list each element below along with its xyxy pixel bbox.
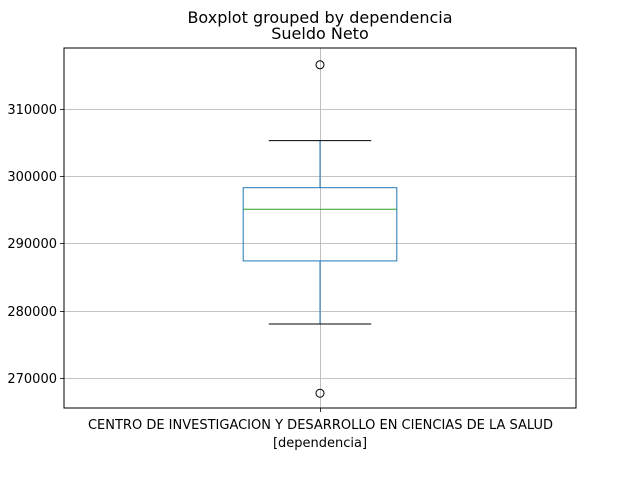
axes-title: Sueldo Neto — [271, 24, 369, 43]
x-axis-label: [dependencia] — [273, 436, 367, 451]
plot-frame — [63, 47, 577, 409]
figure-suptitle: Boxplot grouped by dependencia — [187, 8, 453, 27]
box-series — [242, 60, 398, 398]
outlier-point — [315, 388, 325, 398]
x-tick-label: CENTRO DE INVESTIGACION Y DESARROLLO EN … — [88, 418, 553, 433]
outlier-point — [315, 60, 325, 70]
grid-lines — [64, 48, 576, 408]
y-tick-label: 280000 — [7, 305, 57, 320]
axis-ticks: 270000 280000 290000 300000 310000 CENTRO DE … — [7, 103, 553, 433]
y-tick-label: 290000 — [7, 237, 57, 252]
y-tick-label: 270000 — [7, 372, 57, 387]
y-tick-label: 300000 — [7, 170, 57, 185]
iqr-box — [242, 187, 398, 262]
y-tick-label: 310000 — [7, 103, 57, 118]
